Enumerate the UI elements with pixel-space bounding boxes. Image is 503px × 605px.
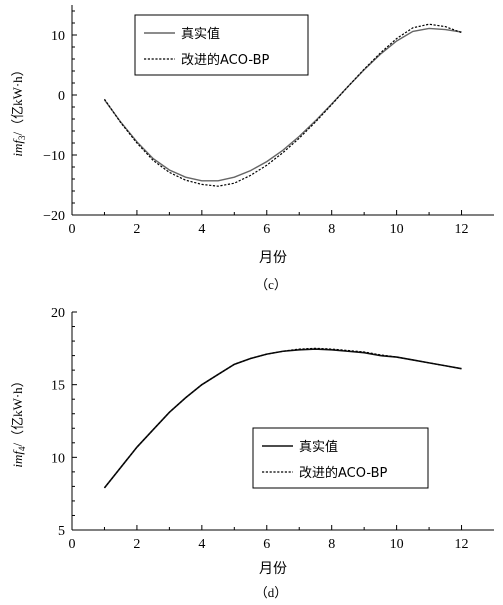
y-axis-label-unit: /（亿kW·h） (10, 374, 25, 446)
y-tick-label: −20 (43, 209, 65, 224)
x-tick-label: 8 (328, 222, 335, 237)
y-tick-label: 20 (51, 306, 65, 321)
x-tick-label: 4 (198, 537, 205, 552)
y-axis-label-subscript: 3 (17, 135, 27, 140)
y-axis-label-symbol: imf (10, 138, 25, 157)
legend-box (134, 14, 309, 76)
x-tick-label: 12 (455, 537, 469, 552)
legend-box (252, 427, 429, 489)
x-axis-label: 月份 (259, 561, 287, 577)
x-tick-label: 6 (263, 537, 270, 552)
x-tick-label: 0 (69, 537, 76, 552)
y-axis-label: imf4/（亿kW·h） (10, 374, 27, 467)
chart-d: 0 2 4 6 8 10 125101520月份imf4/（亿kW·h）真实值改进的ACO-… (10, 306, 494, 600)
x-tick-label: 2 (133, 222, 140, 237)
x-tick-label: 6 (263, 222, 270, 237)
y-tick-label: 5 (58, 524, 65, 539)
x-tick-label: 2 (133, 537, 140, 552)
y-axis-label-symbol: imf (10, 449, 25, 468)
legend-label: 真实值 (299, 439, 338, 455)
legend-label: 改进的ACO-BP (181, 52, 269, 68)
series-line-actual (103, 27, 462, 182)
series-line-predicted (103, 23, 462, 187)
subfigure-caption: （c） (255, 277, 287, 292)
y-tick-label: 10 (51, 29, 65, 44)
y-tick-label: 10 (51, 451, 65, 466)
x-tick-label: 10 (390, 222, 404, 237)
x-tick-label: 10 (390, 537, 404, 552)
legend-label: 改进的ACO-BP (299, 465, 387, 481)
chart-c: 0 2 4 6 8 10 12 −20 −10 0 10 月份 imf3/（亿kW·h） 真实值改进的AC… (10, 5, 494, 292)
x-axis-label: 月份 (259, 250, 287, 266)
subfigure-caption: （d） (255, 585, 288, 600)
x-tick-label: 8 (328, 537, 335, 552)
x-tick-label: 0 (69, 222, 76, 237)
series-line-predicted (103, 347, 462, 489)
legend-label: 真实值 (181, 26, 220, 42)
y-tick-label: 15 (51, 379, 65, 394)
y-axis-label: imf3/（亿kW·h） (10, 63, 27, 156)
y-tick-label: −10 (43, 149, 65, 164)
x-tick-label: 12 (455, 222, 469, 237)
x-tick-label: 4 (198, 222, 205, 237)
y-tick-label: 0 (58, 89, 65, 104)
y-axis-label-unit: /（亿kW·h） (10, 63, 25, 135)
y-axis-label-subscript: 4 (17, 446, 27, 451)
